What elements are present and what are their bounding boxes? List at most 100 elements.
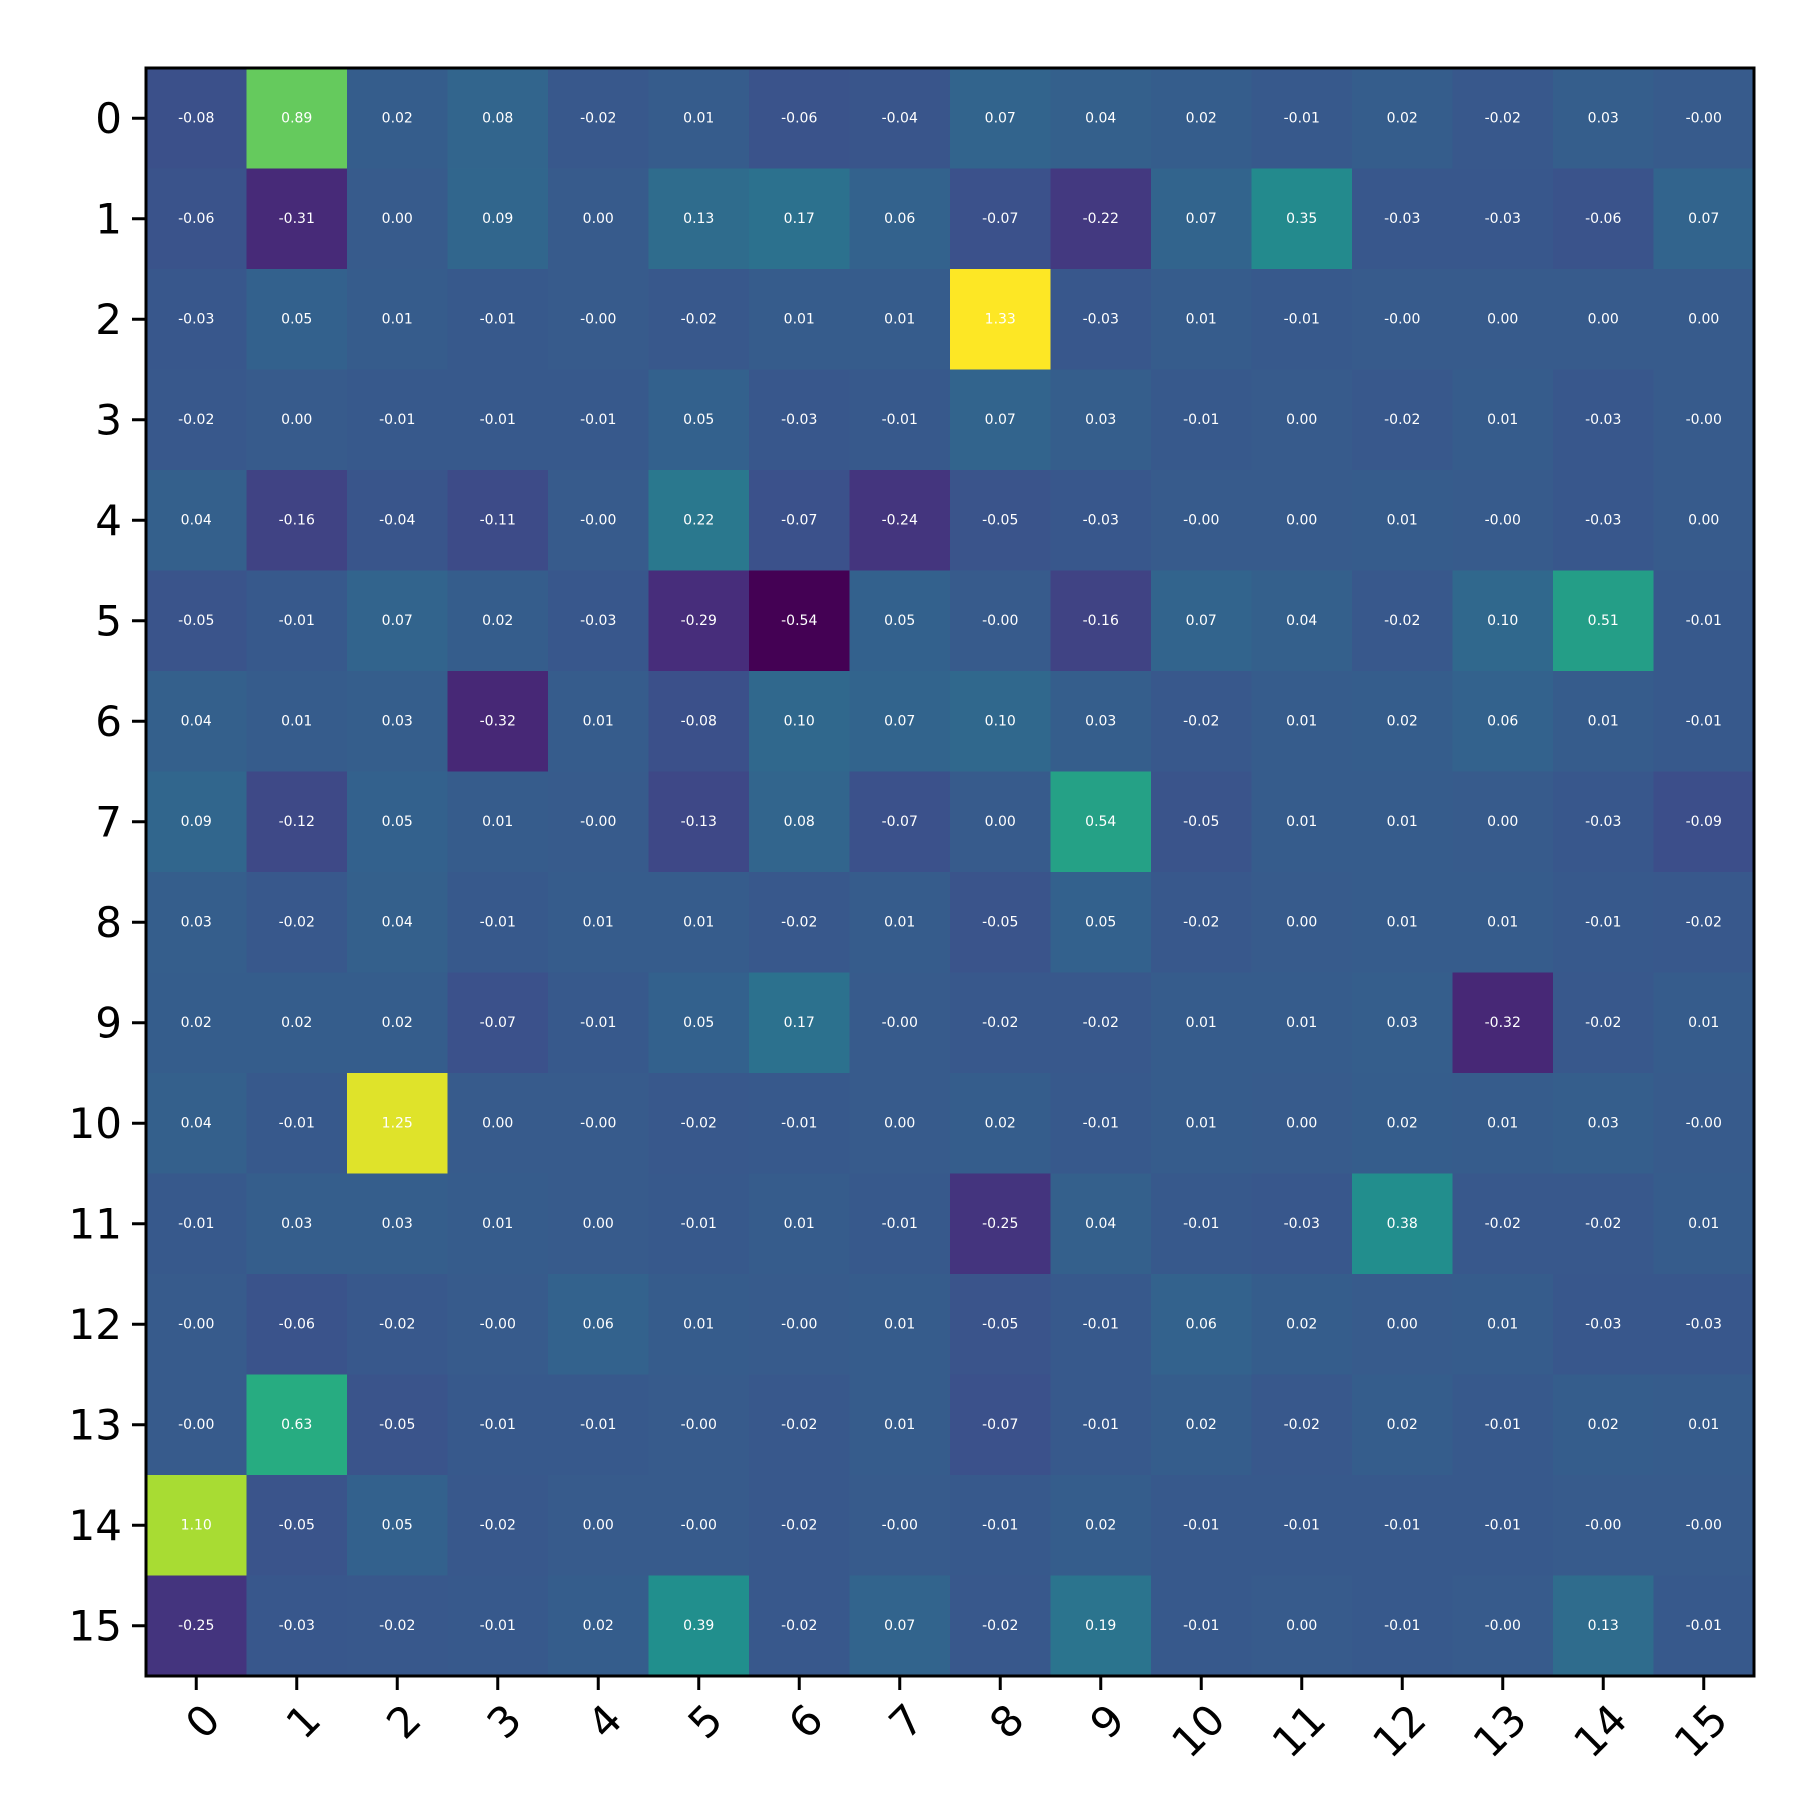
cell-value-label: -0.11 — [480, 512, 516, 528]
heatmap-cell — [347, 68, 448, 169]
heatmap-cell — [849, 1073, 951, 1174]
cell-value-label: 0.00 — [1286, 914, 1317, 930]
heatmap-cell — [447, 1173, 549, 1275]
cell-value-label: 0.04 — [1085, 1216, 1116, 1232]
cell-value-label: 0.01 — [1688, 1417, 1719, 1433]
heatmap-cell — [1251, 1173, 1353, 1275]
heatmap-cell — [1452, 1475, 1554, 1576]
heatmap-cell — [1151, 771, 1252, 873]
cell-value-label: -0.00 — [982, 613, 1018, 629]
heatmap-cell — [648, 872, 750, 973]
cell-value-label: 0.00 — [281, 412, 312, 428]
cell-value-label: -0.01 — [1183, 412, 1219, 428]
heatmap-cell — [146, 671, 247, 772]
y-tick-label: 3 — [95, 395, 122, 444]
y-tick-label: 13 — [69, 1400, 122, 1449]
heatmap-cell — [950, 269, 1051, 370]
heatmap-cell — [1151, 1073, 1252, 1174]
cell-value-label: 0.01 — [1487, 412, 1518, 428]
heatmap-cell — [1452, 269, 1554, 370]
heatmap-cell — [246, 771, 348, 873]
heatmap-cell — [1151, 470, 1252, 571]
cell-value-label: 0.05 — [382, 814, 413, 830]
cell-value-label: -0.54 — [781, 613, 817, 629]
heatmap-cell — [1050, 168, 1152, 270]
cell-value-label: 0.02 — [382, 1015, 413, 1031]
y-tick-label: 10 — [69, 1099, 122, 1148]
cell-value-label: -0.01 — [1384, 1517, 1420, 1533]
heatmap-cell — [1553, 972, 1654, 1074]
cell-value-label: 0.04 — [181, 713, 212, 729]
heatmap-cell — [447, 972, 549, 1074]
heatmap-cell — [950, 1475, 1051, 1576]
cell-value-label: 0.19 — [1085, 1618, 1116, 1634]
heatmap-cell — [1452, 972, 1554, 1074]
heatmap-cell — [146, 269, 247, 370]
cell-value-label: -0.07 — [480, 1015, 516, 1031]
heatmap-cell — [1352, 1274, 1453, 1375]
heatmap-cell — [1452, 68, 1554, 169]
heatmap-cell — [849, 671, 951, 772]
cell-value-label: 0.09 — [181, 814, 212, 830]
cell-value-label: -0.02 — [1384, 613, 1420, 629]
heatmap-cell — [447, 168, 549, 270]
heatmap-cell — [1251, 269, 1353, 370]
cell-value-label: 0.00 — [482, 1115, 513, 1131]
y-tick-label: 6 — [95, 697, 122, 746]
heatmap-cell — [749, 771, 850, 873]
cell-value-label: 0.07 — [985, 110, 1016, 126]
heatmap-cell — [1553, 68, 1654, 169]
cell-value-label: -0.00 — [1384, 311, 1420, 327]
cell-value-label: -0.00 — [178, 1316, 214, 1332]
heatmap-cells — [146, 68, 1755, 1677]
cell-value-label: 0.08 — [482, 110, 513, 126]
cell-value-label: 0.05 — [281, 311, 312, 327]
heatmap-cell — [246, 1073, 348, 1174]
cell-value-label: -0.00 — [580, 1115, 616, 1131]
cell-value-label: 0.13 — [1588, 1618, 1619, 1634]
cell-value-label: 0.22 — [683, 512, 714, 528]
heatmap-cell — [648, 972, 750, 1074]
cell-value-label: 0.09 — [482, 211, 513, 227]
heatmap-cell — [246, 570, 348, 672]
cell-value-label: 0.07 — [382, 613, 413, 629]
heatmap-cell — [1452, 1173, 1554, 1275]
heatmap-cell — [1151, 168, 1252, 270]
heatmap-cell — [1653, 369, 1755, 471]
cell-value-label: -0.00 — [178, 1417, 214, 1433]
cell-value-label: 0.00 — [1487, 311, 1518, 327]
heatmap-cell — [447, 1475, 549, 1576]
cell-value-label: 0.10 — [1487, 613, 1518, 629]
cell-value-label: 0.00 — [583, 211, 614, 227]
heatmap-cell — [548, 369, 649, 471]
cell-value-label: -0.01 — [480, 311, 516, 327]
cell-value-label: -0.00 — [681, 1517, 717, 1533]
cell-value-label: 0.02 — [382, 110, 413, 126]
heatmap-cell — [1251, 972, 1353, 1074]
heatmap-cell — [749, 269, 850, 370]
heatmap-cell — [1151, 269, 1252, 370]
heatmap-cell — [1050, 269, 1152, 370]
heatmap-cell — [347, 1475, 448, 1576]
heatmap-cell — [648, 269, 750, 370]
cell-value-label: -0.05 — [982, 1316, 1018, 1332]
heatmap-cell — [1452, 1073, 1554, 1174]
cell-value-label: -0.00 — [1485, 1618, 1521, 1634]
cell-value-label: -0.03 — [1083, 311, 1119, 327]
cell-value-label: 0.02 — [181, 1015, 212, 1031]
heatmap-cell — [1452, 872, 1554, 973]
heatmap-cell — [246, 470, 348, 571]
cell-value-label: -0.03 — [279, 1618, 315, 1634]
heatmap-cell — [1452, 369, 1554, 471]
heatmap-cell — [347, 269, 448, 370]
cell-value-label: 1.10 — [181, 1517, 212, 1533]
cell-value-label: -0.00 — [1686, 1517, 1722, 1533]
cell-value-label: -0.01 — [1083, 1417, 1119, 1433]
heatmap-cell — [1452, 1575, 1554, 1677]
heatmap-cell — [849, 269, 951, 370]
cell-value-label: -0.02 — [781, 1417, 817, 1433]
heatmap-cell — [1452, 771, 1554, 873]
heatmap-cell — [1553, 570, 1654, 672]
cell-value-label: 0.35 — [1286, 211, 1317, 227]
